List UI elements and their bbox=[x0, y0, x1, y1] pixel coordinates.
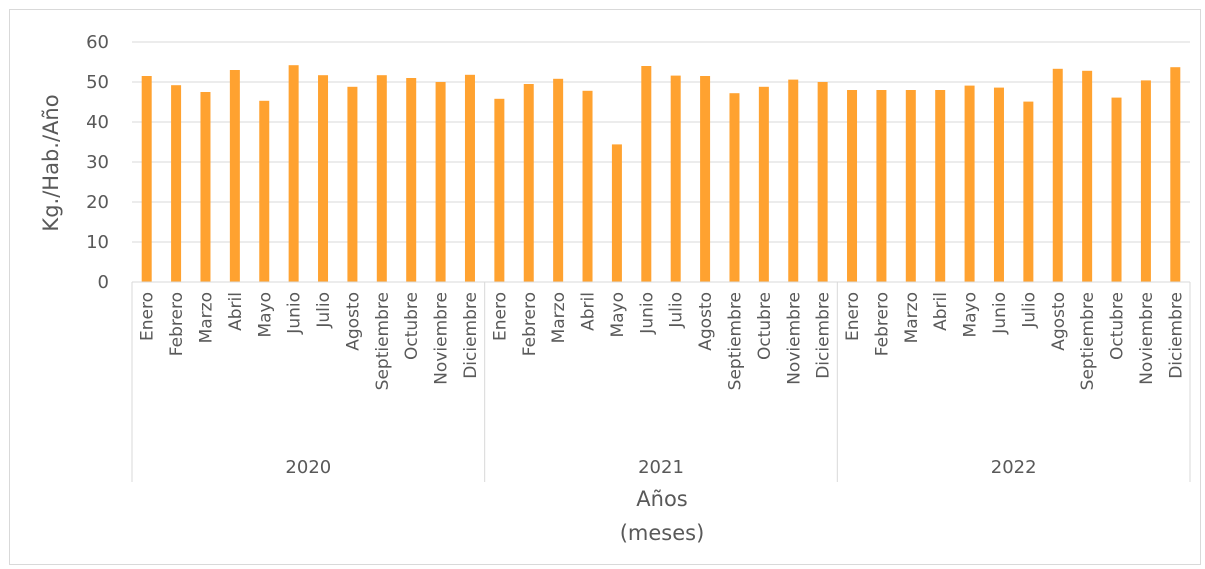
x-tick-label: Julio bbox=[314, 292, 334, 329]
bar bbox=[788, 79, 799, 282]
x-tick-label: Octubre bbox=[402, 292, 422, 360]
bar bbox=[523, 84, 534, 282]
bar bbox=[670, 75, 681, 282]
bar bbox=[347, 86, 358, 282]
x-axis-label: Años bbox=[636, 487, 687, 511]
y-tick-label: 60 bbox=[86, 32, 109, 53]
bar bbox=[435, 82, 446, 282]
bar bbox=[582, 90, 593, 282]
y-tick-label: 20 bbox=[86, 192, 109, 213]
x-tick-label: Septiembre bbox=[725, 292, 745, 390]
bar-chart: Kg./Hab./Año 0 10 20 30 40 50 60 Enero Febrero M… bbox=[39, 32, 1191, 545]
bar bbox=[229, 70, 240, 282]
x-tick-label: Octubre bbox=[755, 292, 775, 360]
x-tick-label: Marzo bbox=[902, 292, 922, 343]
y-axis-label: Kg./Hab./Año bbox=[39, 94, 63, 231]
x-tick-label: Marzo bbox=[196, 292, 216, 343]
x-tick-label: Febrero bbox=[167, 292, 187, 356]
y-tick-label: 50 bbox=[86, 72, 109, 93]
x-tick-label: Julio bbox=[667, 292, 687, 329]
y-tick-label: 0 bbox=[98, 272, 109, 293]
group-label: 2020 bbox=[285, 457, 331, 478]
x-tick-label: Noviembre bbox=[432, 292, 452, 385]
x-tick-label: Mayo bbox=[608, 292, 628, 338]
bar bbox=[611, 144, 622, 282]
bar bbox=[847, 90, 858, 282]
x-tick-label: Septiembre bbox=[373, 292, 393, 390]
bar bbox=[141, 76, 152, 282]
bar bbox=[288, 65, 299, 282]
bar bbox=[876, 90, 887, 282]
x-tick-label: Diciembre bbox=[1166, 292, 1186, 379]
x-tick-label: Agosto bbox=[1049, 292, 1069, 351]
bar bbox=[200, 92, 211, 282]
x-tick-label: Octubre bbox=[1108, 292, 1128, 360]
x-tick-label: Junio bbox=[285, 292, 305, 335]
bar bbox=[729, 93, 740, 282]
bar bbox=[935, 90, 946, 282]
x-tick-label: Septiembre bbox=[1078, 292, 1098, 390]
x-tick-label: Noviembre bbox=[784, 292, 804, 385]
bar bbox=[641, 66, 652, 282]
x-tick-label: Agosto bbox=[696, 292, 716, 351]
x-tick-label: Mayo bbox=[961, 292, 981, 338]
x-tick-label: Abril bbox=[579, 292, 599, 331]
gridlines: 0 10 20 30 40 50 60 bbox=[86, 32, 1190, 293]
bar bbox=[1111, 97, 1122, 282]
bars bbox=[141, 65, 1181, 283]
x-tick-label: Febrero bbox=[872, 292, 892, 356]
bar bbox=[464, 74, 475, 282]
bar bbox=[494, 98, 505, 282]
y-tick-label: 40 bbox=[86, 112, 109, 133]
x-tick-label: Enero bbox=[490, 292, 510, 341]
bar bbox=[993, 87, 1004, 282]
group-label: 2021 bbox=[638, 457, 684, 478]
x-tick-label: Junio bbox=[637, 292, 657, 335]
x-tick-label: Abril bbox=[226, 292, 246, 331]
bar bbox=[964, 85, 975, 282]
x-tick-label: Diciembre bbox=[461, 292, 481, 379]
x-tick-label: Agosto bbox=[343, 292, 363, 351]
bar bbox=[817, 82, 828, 282]
bar bbox=[259, 100, 270, 282]
x-tick-label: Noviembre bbox=[1137, 292, 1157, 385]
bar bbox=[758, 86, 769, 282]
bar bbox=[1170, 67, 1181, 282]
bar bbox=[553, 78, 564, 282]
y-tick-label: 10 bbox=[86, 232, 109, 253]
x-tick-label: Mayo bbox=[255, 292, 275, 338]
x-tick-label: Diciembre bbox=[814, 292, 834, 379]
y-tick-label: 30 bbox=[86, 152, 109, 173]
bar bbox=[700, 76, 711, 282]
category-labels: Enero Febrero Marzo Abril Mayo Junio Julio Agos… bbox=[138, 292, 1187, 478]
bar bbox=[406, 78, 417, 282]
x-tick-label: Enero bbox=[843, 292, 863, 341]
x-tick-label: Junio bbox=[990, 292, 1010, 335]
chart-frame: Kg./Hab./Año 0 10 20 30 40 50 60 Enero Febrero M… bbox=[9, 9, 1201, 565]
x-tick-label: Abril bbox=[931, 292, 951, 331]
group-label: 2022 bbox=[991, 457, 1037, 478]
x-tick-label: Julio bbox=[1019, 292, 1039, 329]
bar bbox=[1052, 68, 1063, 282]
x-tick-label: Enero bbox=[138, 292, 158, 341]
bar bbox=[1082, 70, 1093, 282]
bar bbox=[318, 75, 329, 282]
bar bbox=[905, 90, 916, 282]
x-axis-sublabel: (meses) bbox=[620, 521, 705, 545]
x-tick-label: Febrero bbox=[520, 292, 540, 356]
bar bbox=[1140, 80, 1151, 283]
bar bbox=[376, 75, 387, 282]
bar bbox=[1023, 101, 1034, 282]
bar bbox=[171, 85, 182, 282]
x-tick-label: Marzo bbox=[549, 292, 569, 343]
axes bbox=[131, 281, 1191, 482]
